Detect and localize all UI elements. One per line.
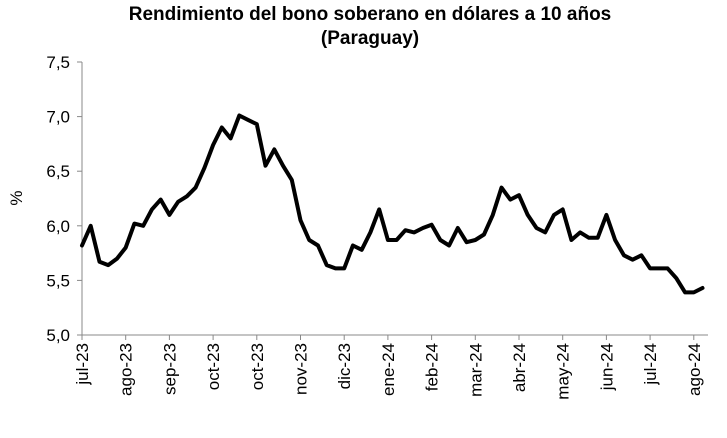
- x-tick-label: dic-23: [335, 343, 354, 389]
- x-tick-label: abr-24: [510, 343, 529, 392]
- x-tick-label: ago-24: [685, 343, 704, 396]
- x-tick-label: oct-23: [248, 343, 267, 390]
- y-tick-label: 7,0: [46, 108, 70, 127]
- y-tick-label: 6,5: [46, 162, 70, 181]
- x-tick-label: ago-23: [117, 343, 136, 396]
- x-tick-label: jul-24: [641, 343, 660, 386]
- y-tick-label: 5,0: [46, 326, 70, 345]
- x-tick-label: sep-23: [160, 343, 179, 395]
- line-series: [80, 113, 705, 295]
- x-tick-label: oct-23: [204, 343, 223, 390]
- x-tick-label: feb-24: [423, 343, 442, 391]
- x-tick-label: may-24: [554, 343, 573, 400]
- x-tick-label: jul-23: [73, 343, 92, 386]
- chart-subtitle: (Paraguay): [321, 28, 419, 49]
- y-tick-label: 7,5: [46, 53, 70, 72]
- y-axis-label: %: [7, 190, 26, 205]
- x-tick-label: jun-24: [597, 343, 616, 391]
- y-tick-label: 5,5: [46, 271, 70, 290]
- x-tick-label: nov-23: [292, 343, 311, 395]
- chart-title: Rendimiento del bono soberano en dólares…: [129, 4, 612, 25]
- x-tick-label: ene-24: [379, 343, 398, 396]
- y-tick-label: 6,0: [46, 217, 70, 236]
- x-tick-label: mar-24: [466, 343, 485, 397]
